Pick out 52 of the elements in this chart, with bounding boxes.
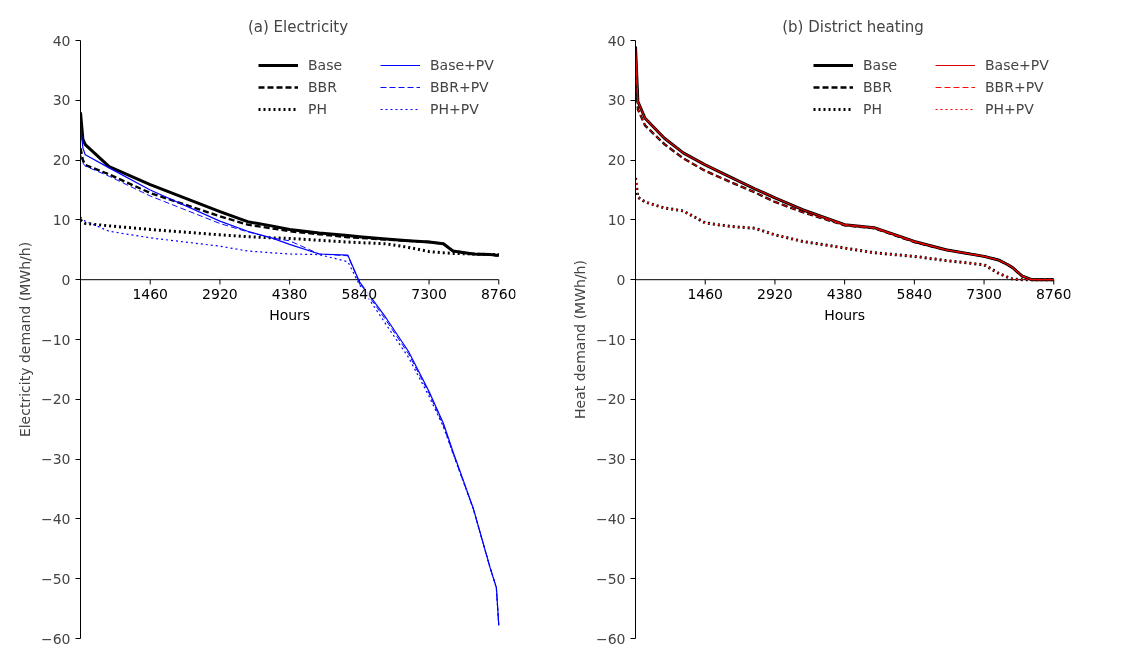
x-tick-label: 7300 — [411, 285, 447, 302]
chart-title: (a) Electricity — [247, 17, 349, 36]
legend-label: PH — [863, 101, 883, 117]
y-tick-label: −60 — [595, 630, 626, 647]
y-tick-label: 10 — [52, 211, 71, 228]
y-tick-label: −50 — [595, 570, 626, 587]
y-axis-title: Heat demand (MWh/h) — [571, 260, 588, 419]
y-tick-label: −30 — [40, 451, 71, 468]
y-tick-label: 40 — [607, 32, 626, 49]
y-tick-label: 40 — [52, 32, 71, 49]
y-tick-label: 30 — [607, 92, 626, 109]
x-tick-label: 8760 — [1035, 285, 1072, 302]
legend-label: PH — [308, 101, 328, 117]
chart-title: (b) District heating — [782, 17, 924, 36]
x-axis-title: Hours — [269, 306, 311, 323]
legend-label: BBR+PV — [985, 79, 1045, 95]
x-tick-label: 4380 — [826, 285, 863, 302]
legend-label: BBR+PV — [430, 79, 490, 95]
legend-label: BBR — [863, 79, 893, 95]
x-axis-title: Hours — [824, 306, 866, 323]
y-tick-label: 20 — [607, 152, 626, 169]
y-tick-label: −20 — [40, 391, 71, 408]
y-tick-label: 10 — [607, 211, 626, 228]
legend-label: Base — [308, 57, 344, 73]
x-tick-label: 1460 — [687, 285, 724, 302]
y-axis-title: Electricity demand (MWh/h) — [16, 241, 33, 438]
y-tick-label: 20 — [52, 152, 71, 169]
x-tick-label: 4380 — [271, 285, 308, 302]
legend-label: PH+PV — [430, 101, 480, 117]
y-tick-label: 30 — [52, 92, 71, 109]
y-tick-label: −60 — [40, 630, 71, 647]
x-tick-label: 5840 — [896, 285, 933, 302]
legend-label: PH+PV — [985, 101, 1035, 117]
y-tick-label: −50 — [40, 570, 71, 587]
legend-label: Base — [863, 57, 899, 73]
x-tick-label: 7300 — [966, 285, 1002, 302]
x-tick-label: 5840 — [341, 285, 378, 302]
y-tick-label: −10 — [40, 331, 71, 348]
x-tick-label: 8760 — [480, 285, 517, 302]
legend-label: Base+PV — [430, 57, 495, 73]
y-tick-label: −40 — [40, 510, 71, 527]
y-tick-label: −30 — [595, 451, 626, 468]
legend-label: BBR — [308, 79, 338, 95]
legend-label: Base+PV — [985, 57, 1050, 73]
x-tick-label: 2920 — [757, 285, 793, 302]
y-tick-label: −40 — [595, 510, 626, 527]
y-tick-label: 0 — [616, 271, 626, 288]
x-tick-label: 2920 — [202, 285, 238, 302]
y-tick-label: −20 — [595, 391, 626, 408]
x-tick-label: 1460 — [132, 285, 169, 302]
y-tick-label: −10 — [595, 331, 626, 348]
y-tick-label: 0 — [61, 271, 71, 288]
